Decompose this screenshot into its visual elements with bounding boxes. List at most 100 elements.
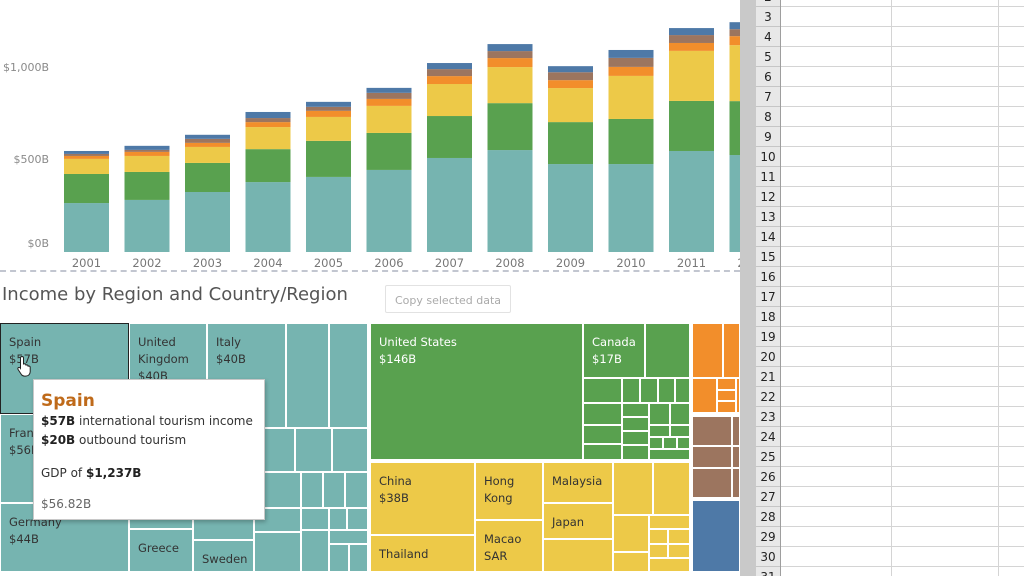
bar-segment-2009-4[interactable] xyxy=(548,72,593,81)
bar-segment-2012-3[interactable] xyxy=(729,36,741,46)
row-header-10[interactable]: 10 xyxy=(756,147,780,167)
treemap-cell[interactable] xyxy=(622,431,649,445)
bar-segment-2010-1[interactable] xyxy=(608,118,654,165)
bar-segment-2005-5[interactable] xyxy=(306,101,351,107)
bar-segment-2012-4[interactable] xyxy=(729,29,741,37)
bar-segment-2005-0[interactable] xyxy=(306,176,351,252)
treemap-cell[interactable] xyxy=(613,462,653,515)
treemap-cell[interactable] xyxy=(347,508,368,530)
row-header-26[interactable]: 26 xyxy=(756,467,780,487)
bar-segment-2004-0[interactable] xyxy=(245,182,291,252)
treemap-cell[interactable] xyxy=(649,403,670,425)
spreadsheet-row[interactable] xyxy=(781,47,1024,67)
treemap-cell[interactable] xyxy=(329,544,349,572)
spreadsheet-row[interactable] xyxy=(781,167,1024,187)
treemap-cell[interactable] xyxy=(649,515,690,529)
treemap-cell[interactable] xyxy=(723,323,740,378)
spreadsheet-row[interactable] xyxy=(781,127,1024,147)
bar-segment-2003-4[interactable] xyxy=(185,138,230,143)
bar-segment-2002-4[interactable] xyxy=(124,149,170,152)
bar-segment-2008-1[interactable] xyxy=(487,103,533,151)
treemap-cell[interactable] xyxy=(649,558,690,572)
bar-segment-2007-4[interactable] xyxy=(427,69,472,77)
treemap-cell-macao-sar[interactable]: Macao SAR xyxy=(475,520,543,572)
row-header-24[interactable]: 24 xyxy=(756,427,780,447)
bar-segment-2002-2[interactable] xyxy=(124,155,170,172)
treemap-cell[interactable] xyxy=(649,425,670,437)
spreadsheet-row[interactable] xyxy=(781,87,1024,107)
row-header-16[interactable]: 16 xyxy=(756,267,780,287)
bar-segment-2011-3[interactable] xyxy=(669,42,714,51)
vertical-scrollbar[interactable] xyxy=(740,0,756,576)
treemap-cell-hong-kong[interactable]: Hong Kong xyxy=(475,462,543,520)
row-header-3[interactable]: 3 xyxy=(756,7,780,27)
row-header-6[interactable]: 6 xyxy=(756,67,780,87)
row-header-20[interactable]: 20 xyxy=(756,347,780,367)
treemap-cell[interactable] xyxy=(613,552,649,572)
bar-segment-2004-5[interactable] xyxy=(245,111,291,119)
treemap-cell[interactable] xyxy=(583,444,622,460)
treemap-cell[interactable] xyxy=(692,416,732,446)
spreadsheet-row[interactable] xyxy=(781,7,1024,27)
dashboard-divider[interactable] xyxy=(0,270,740,272)
row-header-7[interactable]: 7 xyxy=(756,87,780,107)
bar-segment-2005-2[interactable] xyxy=(306,116,351,141)
treemap-cell[interactable] xyxy=(583,403,622,425)
spreadsheet-row[interactable] xyxy=(781,567,1024,576)
treemap-cell[interactable] xyxy=(736,378,740,413)
bar-segment-2010-5[interactable] xyxy=(608,49,654,58)
spreadsheet-row[interactable] xyxy=(781,387,1024,407)
bar-segment-2007-1[interactable] xyxy=(427,116,472,158)
treemap-cell[interactable] xyxy=(645,323,690,378)
bar-segment-2003-5[interactable] xyxy=(185,134,230,139)
treemap-cell[interactable] xyxy=(543,539,613,572)
bar-segment-2005-3[interactable] xyxy=(306,110,351,117)
bar-segment-2010-4[interactable] xyxy=(608,57,654,67)
bar-segment-2009-1[interactable] xyxy=(548,122,593,165)
bar-segment-2004-1[interactable] xyxy=(245,149,291,183)
treemap-cell-sweden[interactable]: Sweden xyxy=(193,540,254,572)
bar-segment-2006-4[interactable] xyxy=(366,92,412,99)
bar-segment-2006-1[interactable] xyxy=(366,132,412,170)
row-header-8[interactable]: 8 xyxy=(756,107,780,127)
bar-segment-2007-2[interactable] xyxy=(427,84,472,117)
bar-segment-2001-0[interactable] xyxy=(64,203,109,252)
spreadsheet-row[interactable] xyxy=(781,0,1024,7)
bar-segment-2001-3[interactable] xyxy=(64,155,109,159)
treemap-cell[interactable] xyxy=(717,401,736,413)
treemap-cell-italy[interactable]: Italy $40B xyxy=(207,323,286,428)
row-header-18[interactable]: 18 xyxy=(756,307,780,327)
copy-selected-data-button[interactable]: Copy selected data xyxy=(385,285,511,313)
row-header-2[interactable]: 2 xyxy=(756,0,780,7)
treemap-cell[interactable] xyxy=(649,437,663,449)
treemap-cell[interactable] xyxy=(692,378,717,413)
bar-segment-2010-0[interactable] xyxy=(608,164,654,252)
treemap-cell-malaysia[interactable]: Malaysia xyxy=(543,462,613,503)
treemap-cell[interactable] xyxy=(286,323,329,428)
bar-segment-2002-1[interactable] xyxy=(124,171,170,200)
treemap-cell[interactable] xyxy=(675,378,690,403)
row-header-21[interactable]: 21 xyxy=(756,367,780,387)
spreadsheet-row[interactable] xyxy=(781,507,1024,527)
treemap-cell[interactable] xyxy=(658,378,675,403)
bar-segment-2012-1[interactable] xyxy=(729,101,741,156)
treemap-cell-japan[interactable]: Japan xyxy=(543,503,613,539)
row-header-5[interactable]: 5 xyxy=(756,47,780,67)
row-header-25[interactable]: 25 xyxy=(756,447,780,467)
treemap-cell[interactable] xyxy=(668,544,690,558)
bar-segment-2011-2[interactable] xyxy=(669,50,714,101)
bar-segment-2012-5[interactable] xyxy=(729,22,741,30)
bar-segment-2006-0[interactable] xyxy=(366,169,412,252)
treemap-cell[interactable] xyxy=(622,445,649,460)
treemap-cell-thailand[interactable]: Thailand xyxy=(370,535,475,572)
bar-segment-2007-5[interactable] xyxy=(427,63,472,70)
spreadsheet-row[interactable] xyxy=(781,107,1024,127)
bar-segment-2009-3[interactable] xyxy=(548,80,593,89)
treemap-cell[interactable] xyxy=(670,403,690,425)
spreadsheet-row[interactable] xyxy=(781,187,1024,207)
bar-segment-2001-5[interactable] xyxy=(64,150,109,154)
bar-segment-2008-2[interactable] xyxy=(487,67,533,104)
bar-segment-2002-5[interactable] xyxy=(124,145,170,150)
spreadsheet-row[interactable] xyxy=(781,407,1024,427)
treemap-cell[interactable] xyxy=(345,472,368,508)
